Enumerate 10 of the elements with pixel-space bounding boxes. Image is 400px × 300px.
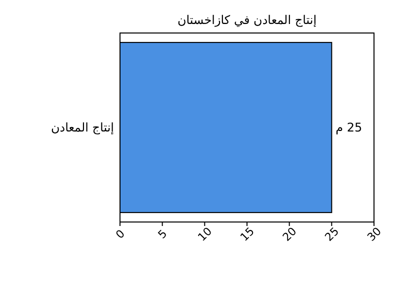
x-tick-label: 15 bbox=[238, 224, 257, 244]
x-tick-label: 20 bbox=[280, 224, 300, 244]
x-tick-label: 25 bbox=[322, 224, 342, 244]
x-tick-label: 10 bbox=[195, 224, 215, 244]
x-tick-label: 5 bbox=[156, 227, 170, 242]
x-tick-label: 0 bbox=[113, 227, 128, 242]
x-tick-label: 30 bbox=[364, 224, 384, 244]
y-tick-label: إنتاج المعادن bbox=[50, 120, 114, 134]
chart-title: إنتاج المعادن في كازاخستان bbox=[177, 13, 317, 27]
data-label: 25 م bbox=[336, 120, 362, 134]
